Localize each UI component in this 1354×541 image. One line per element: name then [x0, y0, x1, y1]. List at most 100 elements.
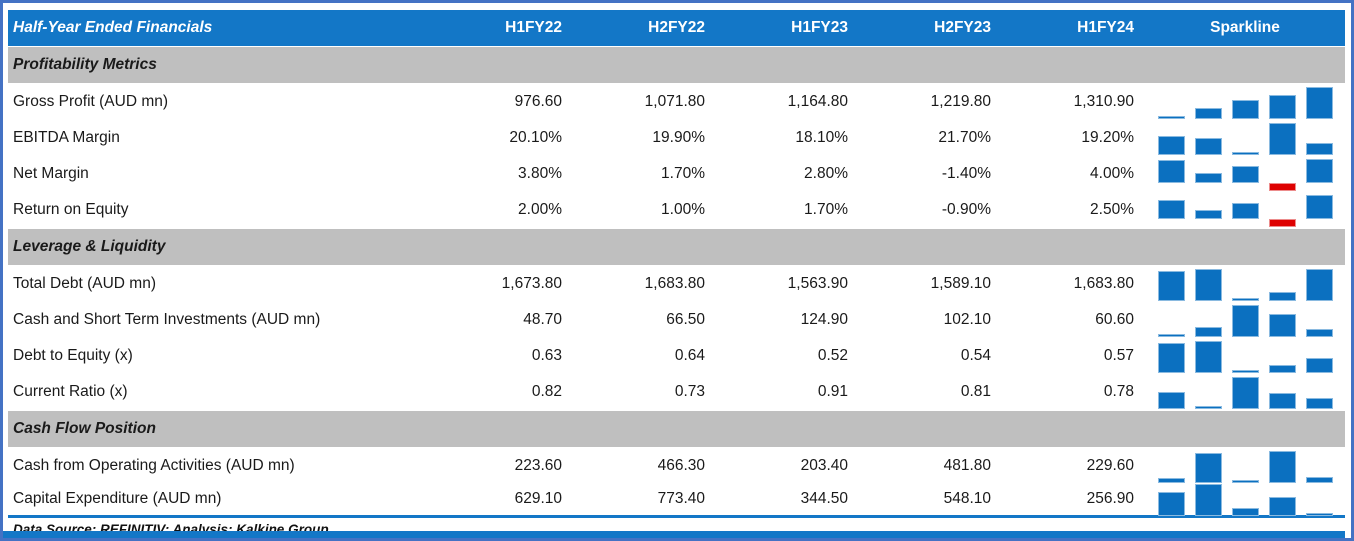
metric-label: Total Debt (AUD mn) [13, 275, 156, 292]
sparkline-bar [1194, 108, 1222, 119]
sparkline-bar [1194, 327, 1222, 337]
sparkline-bar [1305, 513, 1333, 516]
metric-value: 0.64 [674, 347, 705, 364]
metric-label: EBITDA Margin [13, 129, 120, 146]
metric-label: Capital Expenditure (AUD mn) [13, 490, 222, 507]
metric-value: 548.10 [943, 490, 991, 507]
metric-value: 773.40 [657, 490, 705, 507]
metric-value: -0.90% [941, 201, 991, 218]
metric-value: 0.54 [960, 347, 991, 364]
metric-value: 629.10 [514, 490, 562, 507]
metric-value: 21.70% [938, 129, 991, 146]
metric-value: 1,683.80 [644, 275, 705, 292]
metric-value: 1,164.80 [787, 93, 848, 110]
metric-value: 0.82 [531, 383, 562, 400]
col-header-h1fy23: H1FY23 [791, 19, 848, 36]
metric-value: 1,683.80 [1073, 275, 1134, 292]
sparkline [1145, 84, 1345, 120]
metric-value: 102.10 [943, 311, 991, 328]
metric-value: 0.78 [1103, 383, 1134, 400]
sparkline-bar [1305, 477, 1333, 483]
sparkline [1145, 448, 1345, 484]
sparkline [1145, 338, 1345, 374]
metric-value: 229.60 [1086, 457, 1134, 474]
metric-value: 1.70% [661, 165, 705, 182]
col-header-h2fy23: H2FY23 [934, 19, 991, 36]
metric-value: 66.50 [666, 311, 705, 328]
sparkline-bar [1305, 87, 1333, 119]
col-header-h1fy22: H1FY22 [505, 19, 562, 36]
metric-value: 1,310.90 [1073, 93, 1134, 110]
table-bottom-rule [8, 515, 1345, 518]
metric-value: 1,563.90 [787, 275, 848, 292]
sparkline-bar [1157, 160, 1185, 183]
metric-value: 48.70 [523, 311, 562, 328]
metric-row: Net Margin 3.80% 1.70% 2.80% -1.40% 4.00% [8, 156, 1345, 192]
sparkline-bar [1305, 269, 1333, 301]
sparkline-bar [1268, 365, 1296, 373]
sparkline-bar [1157, 392, 1185, 409]
sparkline-bar [1231, 203, 1259, 219]
sparkline-bar [1231, 370, 1259, 373]
metric-value: 344.50 [800, 490, 848, 507]
sparkline-bar [1231, 305, 1259, 337]
metric-row: Total Debt (AUD mn) 1,673.80 1,683.80 1,563… [8, 266, 1345, 302]
sparkline-bar [1268, 123, 1296, 155]
sparkline-bar [1194, 210, 1222, 219]
col-header-h1fy24: H1FY24 [1077, 19, 1134, 36]
sparkline [1145, 192, 1345, 228]
metric-label: Cash from Operating Activities (AUD mn) [13, 457, 295, 474]
metric-value: 2.00% [518, 201, 562, 218]
sparkline-bar [1157, 271, 1185, 301]
section-header-1: Leverage & Liquidity [8, 229, 1345, 265]
sparkline-bar [1157, 200, 1185, 219]
bottom-accent-bar [3, 531, 1345, 538]
metric-value: 3.80% [518, 165, 562, 182]
metric-row: Return on Equity 2.00% 1.00% 1.70% -0.90% 2.5… [8, 192, 1345, 228]
metric-value: 203.40 [800, 457, 848, 474]
sparkline [1145, 481, 1345, 517]
metric-label: Current Ratio (x) [13, 383, 128, 400]
metric-value: 1,219.80 [930, 93, 991, 110]
sparkline-bar [1268, 451, 1296, 483]
financial-table: Half-Year Ended Financials H1FY22 H2FY22… [8, 10, 1345, 537]
metric-row: Gross Profit (AUD mn) 976.60 1,071.80 1,164… [8, 84, 1345, 120]
sparkline-bar [1194, 453, 1222, 483]
sparkline-bar [1231, 298, 1259, 301]
sparkline-bar [1305, 143, 1333, 155]
sparkline-bar [1268, 497, 1296, 516]
metric-value: 60.60 [1095, 311, 1134, 328]
sparkline-bar [1231, 377, 1259, 409]
metric-value: 256.90 [1086, 490, 1134, 507]
metric-label: Debt to Equity (x) [13, 347, 133, 364]
metric-row: Cash and Short Term Investments (AUD mn)… [8, 302, 1345, 338]
metric-value: 481.80 [943, 457, 991, 474]
sparkline-bar [1305, 329, 1333, 337]
sparkline-bar [1194, 173, 1222, 183]
metric-value: 1.00% [661, 201, 705, 218]
sparkline [1145, 302, 1345, 338]
section-header-0: Profitability Metrics [8, 47, 1345, 83]
metric-label: Return on Equity [13, 201, 129, 218]
metric-value: 0.52 [817, 347, 848, 364]
metric-row: Cash from Operating Activities (AUD mn) 2… [8, 448, 1345, 484]
metric-value: 0.81 [960, 383, 991, 400]
section-header-2: Cash Flow Position [8, 411, 1345, 447]
metric-value: 223.60 [514, 457, 562, 474]
sparkline-bar [1231, 480, 1259, 483]
metric-value: 19.90% [652, 129, 705, 146]
sparkline-bar-negative [1268, 183, 1296, 191]
table-body: Profitability Metrics Gross Profit (AUD m… [8, 47, 1345, 517]
metric-value: 1,673.80 [501, 275, 562, 292]
sparkline-bar [1194, 406, 1222, 409]
sparkline [1145, 156, 1345, 192]
sparkline [1145, 120, 1345, 156]
metric-value: 2.50% [1090, 201, 1134, 218]
table-header-row: Half-Year Ended Financials H1FY22 H2FY22… [8, 10, 1345, 46]
col-header-h2fy22: H2FY22 [648, 19, 705, 36]
sparkline-bar [1305, 398, 1333, 409]
sparkline-bar [1268, 292, 1296, 301]
metric-value: 1.70% [804, 201, 848, 218]
metric-value: 4.00% [1090, 165, 1134, 182]
